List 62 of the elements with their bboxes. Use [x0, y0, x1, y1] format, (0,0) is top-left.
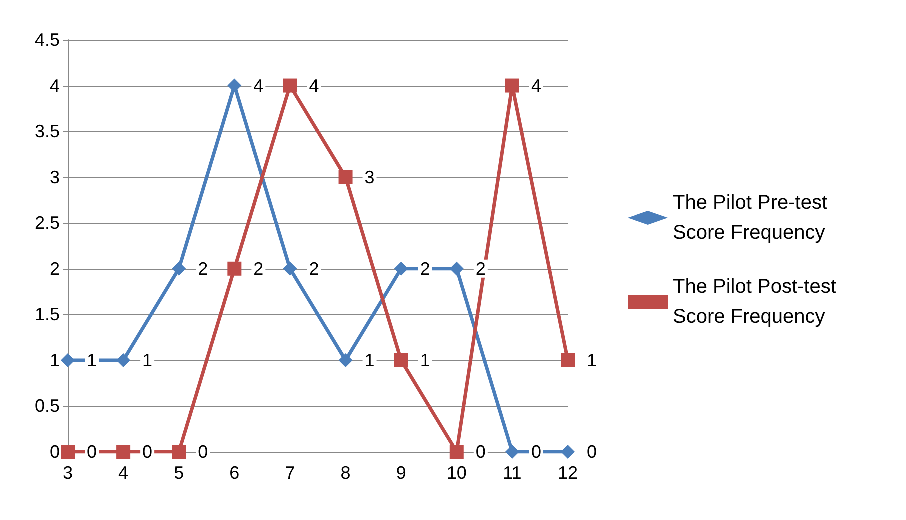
x-tick-label: 5 [174, 463, 184, 483]
data-label: 2 [476, 258, 486, 279]
y-tick-label: 2.5 [34, 213, 60, 234]
x-tick-label: 8 [340, 463, 351, 483]
x-tick-label: 4 [118, 463, 129, 483]
y-tick-label: 0.5 [34, 396, 60, 416]
x-tick-label: 10 [446, 463, 467, 483]
point [505, 445, 520, 459]
point [283, 262, 298, 276]
point [228, 262, 242, 276]
point [61, 445, 75, 459]
point [338, 353, 353, 368]
data-label: 1 [364, 350, 375, 370]
data-label: 0 [587, 442, 598, 462]
y-tick-label: 4.5 [34, 30, 60, 50]
data-label: 0 [142, 442, 153, 462]
data-label: 2 [420, 258, 430, 279]
x-tick-label: 11 [503, 463, 522, 483]
point [561, 353, 575, 368]
data-label: 0 [531, 442, 542, 462]
point [394, 262, 408, 276]
point [338, 170, 353, 184]
data-label: 1 [87, 350, 98, 370]
point [450, 262, 464, 276]
point [172, 262, 186, 276]
data-label: 0 [198, 442, 208, 462]
data-label: 4 [254, 76, 264, 96]
data-label: 4 [531, 76, 542, 96]
data-label: 3 [364, 167, 375, 188]
y-tick-label: 3.5 [34, 122, 60, 142]
point [228, 78, 242, 93]
x-tick-label: 6 [230, 463, 240, 483]
point [172, 445, 186, 459]
data-label: 4 [309, 76, 320, 96]
x-tick-label: 3 [62, 463, 74, 483]
point [283, 78, 298, 93]
data-label: 1 [420, 350, 430, 370]
data-label: 2 [198, 258, 208, 279]
point [561, 445, 575, 459]
point [61, 353, 75, 368]
x-tick-label: 12 [558, 463, 578, 483]
point [116, 445, 131, 459]
x-tick-label: 7 [285, 463, 296, 483]
legend-label: The Pilot Post-test Score Frequency [673, 276, 842, 328]
data-label: 1 [142, 350, 153, 370]
point [450, 445, 464, 459]
point [116, 353, 131, 368]
data-label: 0 [87, 442, 98, 462]
y-tick-label: 4 [50, 76, 60, 96]
x-tick-label: 9 [396, 463, 406, 483]
y-tick-label: 1.5 [34, 304, 60, 325]
data-label: 1 [587, 350, 598, 370]
y-tick-label: 0 [50, 442, 60, 462]
legend-label: The Pilot Pre-test Score Frequency [673, 192, 834, 244]
y-tick-label: 2 [50, 258, 60, 279]
data-label: 0 [476, 442, 486, 462]
data-label: 2 [309, 258, 320, 279]
y-tick-label: 3 [50, 167, 60, 188]
point [394, 353, 408, 368]
data-label: 2 [254, 258, 264, 279]
y-tick-label: 1 [50, 350, 60, 370]
point [505, 78, 520, 93]
